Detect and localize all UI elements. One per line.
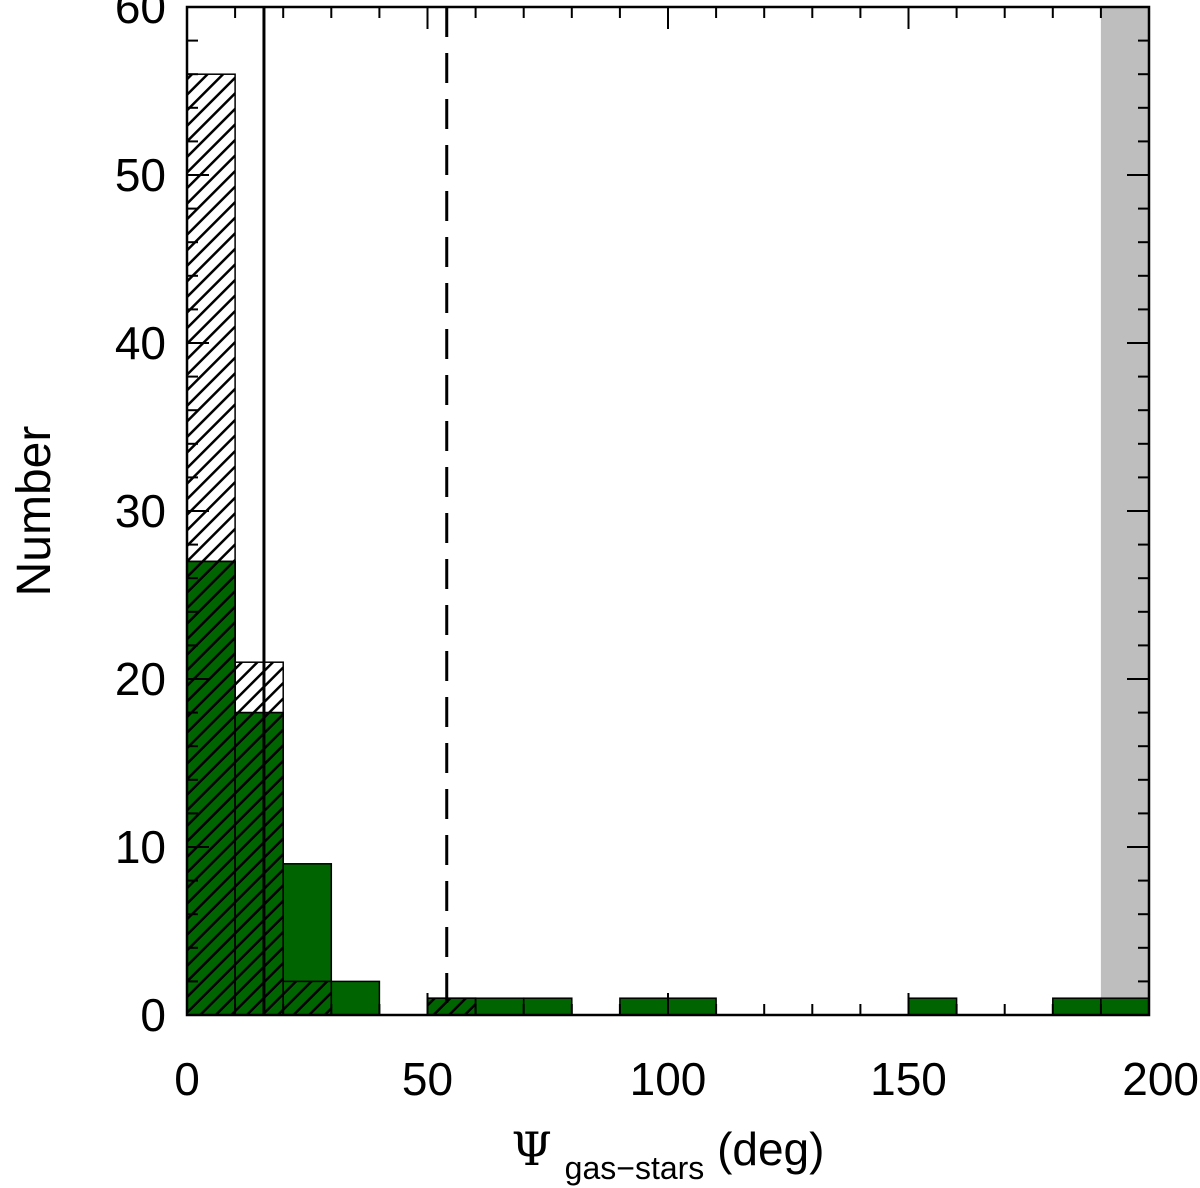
y-tick-label-40: 40 [115, 317, 166, 369]
green-bar-150 [907, 997, 958, 1016]
x-axis-title: Ψ gas−stars (deg) [512, 1122, 825, 1188]
y-tick-label-10: 10 [115, 821, 166, 873]
hatched-overlay-20 [282, 980, 333, 1016]
y-tick-label-30: 30 [115, 485, 166, 537]
x-tick-label-100: 100 [630, 1053, 707, 1105]
green-bar-70 [522, 997, 573, 1016]
green-bar-190 [1100, 997, 1150, 1016]
x-tick-label-50: 50 [402, 1053, 453, 1105]
hatched-overlay-10 [234, 711, 284, 1016]
tick-labels-layer: 0 50 100 150 200 0 10 20 30 40 50 60 [115, 0, 1199, 1105]
x-axis-subscript: gas−stars [565, 1150, 705, 1186]
y-tick-label-0: 0 [140, 989, 166, 1041]
x-tick-label-0: 0 [174, 1053, 200, 1105]
y-tick-label-60: 60 [115, 0, 166, 33]
green-bar-180 [1052, 997, 1102, 1016]
y-tick-label-50: 50 [115, 149, 166, 201]
y-tick-label-20: 20 [115, 653, 166, 705]
y-axis-title: Number [8, 426, 61, 597]
green-bar-100 [667, 997, 717, 1016]
green-bar-30 [330, 980, 381, 1016]
tick-marks-layer [186, 6, 1150, 1016]
x-axis-symbol: Ψ [512, 1122, 552, 1176]
x-axis-unit: (deg) [717, 1123, 824, 1175]
hatched-overlay-0 [186, 560, 236, 1016]
hatched-overlay-50 [426, 997, 477, 1016]
x-tick-label-200: 200 [1122, 1053, 1199, 1105]
green-histogram-layer [186, 560, 1150, 1016]
green-bar-90 [619, 997, 669, 1016]
green-bar-60 [474, 997, 525, 1016]
reference-lines-layer [262, 7, 449, 1015]
x-tick-label-150: 150 [870, 1053, 947, 1105]
